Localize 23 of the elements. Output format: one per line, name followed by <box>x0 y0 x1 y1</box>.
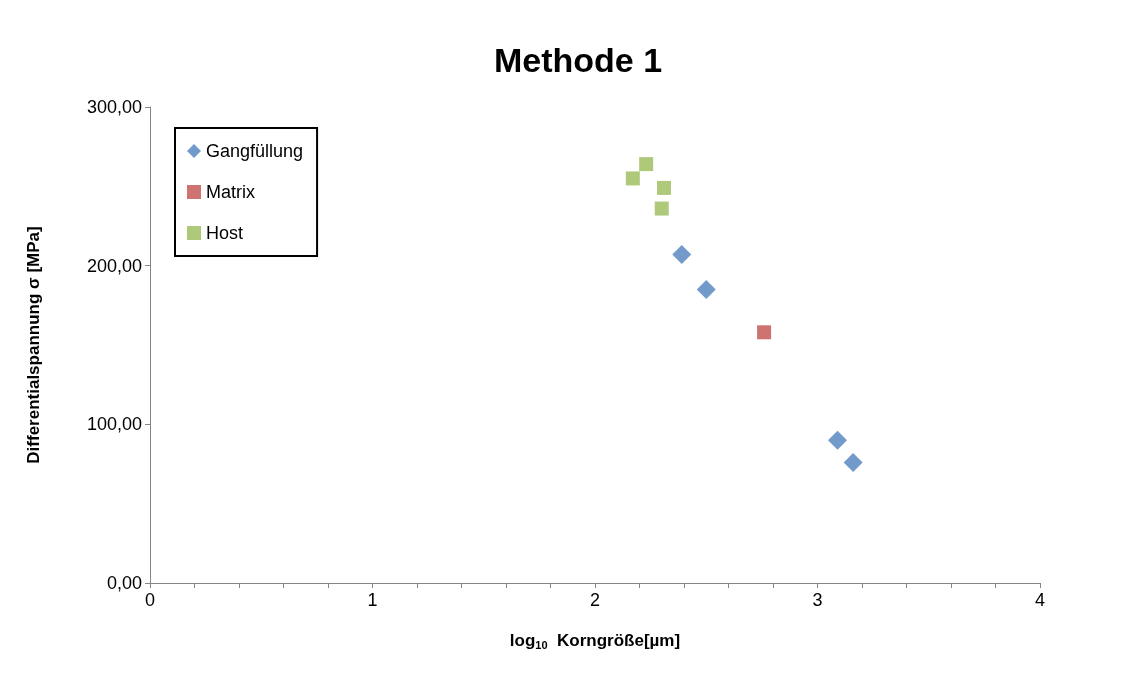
y-tick-label: 200,00 <box>86 255 142 276</box>
chart-title: Methode 1 <box>493 41 663 79</box>
point <box>828 430 848 450</box>
y-tick-label: 300,00 <box>86 97 142 117</box>
y-tick-label: 100,00 <box>86 414 142 435</box>
x-tick-label: 1 <box>367 590 378 610</box>
point <box>654 201 669 216</box>
x-tick-label: 4 <box>1034 590 1046 610</box>
y-axis-title: Differentialspannung σ [MPa] <box>24 226 43 464</box>
legend-label: Matrix <box>206 182 255 202</box>
point <box>696 279 716 299</box>
point <box>625 171 640 186</box>
point <box>757 325 772 340</box>
x-tick-label: 3 <box>812 590 823 610</box>
point <box>656 180 671 195</box>
y-tick-label: 0,00 <box>106 573 142 593</box>
legend-label: Host <box>206 223 244 243</box>
x-tick-label: 0 <box>144 590 156 610</box>
legend-label: Gangfüllung <box>206 141 304 161</box>
point <box>843 452 863 472</box>
point <box>672 245 692 265</box>
x-tick-label: 2 <box>589 590 601 610</box>
point <box>639 157 654 172</box>
